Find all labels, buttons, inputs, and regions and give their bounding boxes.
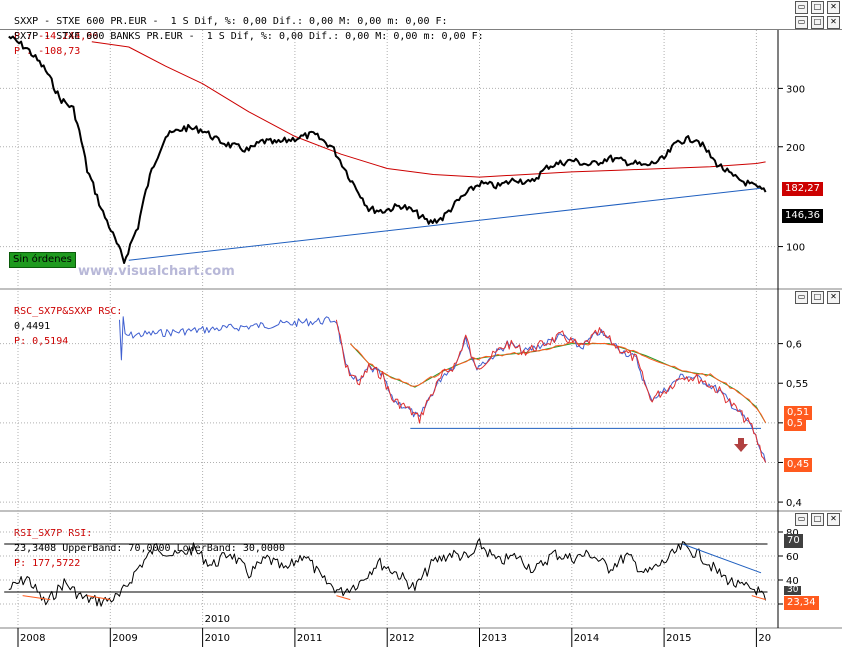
minimize-icon[interactable]: ▭ [795,513,808,526]
price-series-line [8,35,767,264]
rsi-series-line [8,538,767,607]
rsi-oversold-segment [87,595,111,601]
y-tick-label: 40 [786,576,799,587]
maximize-icon[interactable]: □ [811,16,824,29]
x-tick-label: 2013 [482,633,507,644]
y-tick-label: 300 [786,84,805,95]
rsi-header-name: RSI_SX7P RSI: [14,528,93,539]
maximize-icon[interactable]: □ [811,291,824,304]
rsc-header-name: RSC_SX7P&SXXP RSC: [14,306,123,317]
rsi-upper-badge: 70 [784,534,803,548]
price-last-badge: 146,36 [782,209,823,223]
y-tick-label: 0,6 [786,340,802,351]
x-tick-label: 2012 [389,633,414,644]
rsc-badge-c: 0,45 [784,458,813,472]
minimize-icon[interactable]: ▭ [795,291,808,304]
price-header-1-p: P : -14.244,96 [14,31,99,42]
close-icon[interactable]: ✕ [827,513,840,526]
y-tick-label: 0,55 [786,379,808,390]
price-header-1: SXXP - STXE 600 PR.EUR - 1 S Dif, %: 0,0… [0,0,447,42]
y-tick-label: 80 [786,528,799,539]
price-header-1-prefix: SXXP - STXE 600 PR.EUR - 1 S Dif, %: 0,0… [14,16,448,27]
price-trendline [128,187,762,261]
rsc-header-value: 0,4491 [14,321,51,332]
rsc-badge-b: 0,5 [784,417,806,431]
price-moving-average [91,41,766,178]
rsi-oversold-segment [336,595,351,601]
price-window-buttons-1: ▭ □ ✕ [795,1,840,14]
x-tick-label: 2008 [20,633,45,644]
watermark: www.visualchart.com [78,264,235,279]
rsi-oversold-segment [22,595,51,601]
rsc-badge-a: 0,51 [784,406,813,420]
y-tick-label: 60 [786,552,799,563]
x-tick-label: 2009 [112,633,137,644]
rsi-value-badge: 23,34 [784,596,819,610]
close-icon[interactable]: ✕ [827,291,840,304]
rsi-header-rest: 23,3408 UpperBand: 70,0000 LowerBand: 30… [14,543,285,554]
x-tick-label: 20 [758,633,771,644]
down-arrow-icon [734,438,748,452]
close-icon[interactable]: ✕ [827,16,840,29]
maximize-icon[interactable]: □ [811,1,824,14]
x-tick-label: 2014 [574,633,599,644]
y-tick-label: 100 [786,243,805,254]
price-header-2-prefix: SX7P - STXE 600 BANKS PR.EUR - 1 S Dif, … [14,31,484,42]
rsc-blue-series [119,316,767,463]
minimize-icon[interactable]: ▭ [795,1,808,14]
y-tick-label: 200 [786,143,805,154]
rsc-red-series [335,319,767,463]
rsc-window-buttons: ▭ □ ✕ [795,291,840,304]
rsi-lower-badge: 30 [784,586,802,595]
x-tick-label-inner: 2010 [205,614,230,625]
x-tick-label: 2011 [297,633,322,644]
rsi-trendline [682,543,762,574]
rsc-header: RSC_SX7P&SXXP RSC: 0,4491 P: 0,5194 [0,289,122,347]
y-tick-label: 0,4 [786,498,802,509]
price-window-buttons-2: ▭ □ ✕ [795,16,840,29]
status-badge: Sin órdenes [9,252,76,268]
rsc-header-p: P: 0,5194 [14,336,69,347]
x-tick-label: 2015 [666,633,691,644]
x-tick-label: 2010 [205,633,230,644]
maximize-icon[interactable]: □ [811,513,824,526]
rsi-header-p: P: 177,5722 [14,558,81,569]
price-header-2: SX7P - STXE 600 BANKS PR.EUR - 1 S Dif, … [0,14,484,57]
close-icon[interactable]: ✕ [827,1,840,14]
rsi-header: RSI_SX7P RSI: 23,3408 UpperBand: 70,0000… [0,511,285,569]
rsi-window-buttons: ▭ □ ✕ [795,513,840,526]
minimize-icon[interactable]: ▭ [795,16,808,29]
rsi-oversold-segment [751,595,766,601]
price-ma-badge: 182,27 [782,182,823,196]
